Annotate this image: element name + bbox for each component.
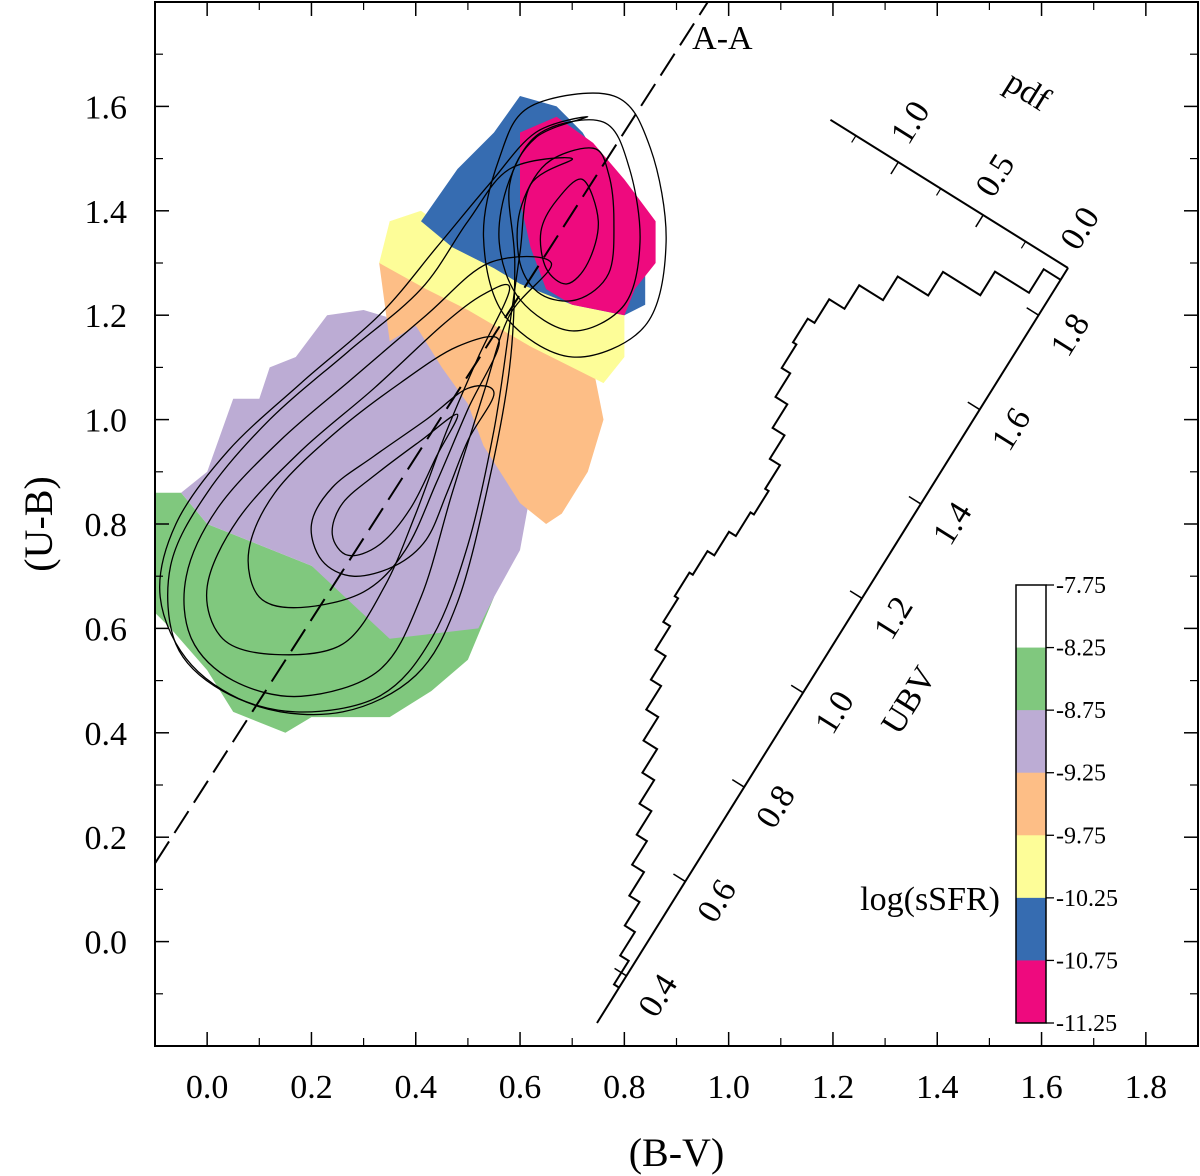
pdf-axis-tick-label: 1.0 — [884, 95, 938, 151]
y-tick-label: 1.4 — [85, 194, 128, 231]
ssfr-regions — [155, 96, 656, 733]
ssfr-region-1 — [155, 492, 494, 733]
x-tick-label: 1.8 — [1125, 1069, 1168, 1106]
colorbar-tick-label: -10.75 — [1056, 948, 1118, 974]
pdf-axis-line — [829, 118, 1069, 269]
pdf-axis-minor-tick — [935, 188, 942, 196]
contour-line-2 — [331, 413, 459, 557]
pdf-axis-tick — [1059, 267, 1069, 281]
histogram-axis-tick — [731, 779, 745, 788]
x-tick-label: 1.4 — [916, 1069, 959, 1106]
contour-line-6 — [167, 157, 573, 713]
histogram-axis-tick-label: 0.6 — [690, 873, 744, 929]
histogram-axis-tick-label: 1.2 — [867, 590, 921, 646]
contour-line-5 — [183, 255, 552, 698]
colorbar-tick-label: -9.75 — [1056, 823, 1106, 849]
colorbar-swatch-7 — [1016, 960, 1046, 1024]
histogram-axis-tick-label: 1.0 — [808, 685, 862, 741]
contour-line-3 — [247, 335, 500, 609]
pdf-axis-tick — [975, 214, 984, 228]
ssfr-region-4 — [379, 210, 625, 384]
y-tick-label: 0.8 — [85, 507, 128, 544]
x-axis-title: (B-V) — [629, 1130, 725, 1175]
reference-line-layer — [155, 2, 709, 864]
reference-line-a-a — [155, 2, 709, 864]
colorbar-tick-label: -7.75 — [1056, 573, 1106, 599]
colorbar-frame — [1015, 584, 1047, 1024]
histogram-axis-tick-label: 1.4 — [926, 496, 980, 552]
histogram-axis-tick-label: 1.6 — [985, 402, 1039, 458]
y-tick-label: 1.0 — [85, 403, 128, 440]
x-tick-label: 0.8 — [603, 1069, 646, 1106]
contour-line-8 — [539, 178, 599, 285]
histogram-axis-tick — [614, 967, 627, 977]
x-tick-label: 1.2 — [812, 1069, 855, 1106]
x-tick-label: 1.0 — [707, 1069, 750, 1106]
histogram-axis-tick — [849, 590, 863, 599]
histogram-axis-line — [596, 267, 1069, 1024]
y-axis-title: (U-B) — [16, 476, 61, 572]
colorbar-tick-label: -9.25 — [1056, 761, 1106, 787]
histogram-axis-tick — [908, 495, 922, 505]
colorbar-swatch-3 — [1016, 710, 1046, 774]
histogram-axis-label: UBV — [874, 660, 944, 741]
colorbar-swatch-4 — [1016, 772, 1046, 836]
histogram-axis-tick — [673, 873, 686, 883]
y-tick-label: 1.6 — [85, 89, 128, 126]
reference-line-label: A-A — [692, 20, 753, 57]
ssfr-region-3 — [379, 242, 604, 524]
y-tick-label: 0.0 — [85, 925, 128, 962]
colorbar-swatch-1 — [1016, 585, 1046, 649]
x-tick-label: 1.6 — [1020, 1069, 1063, 1106]
pdf-axis-tick-label: 0.0 — [1053, 201, 1107, 257]
y-tick-label: 0.4 — [85, 716, 128, 753]
colorbar-tick-label: -11.25 — [1056, 1011, 1117, 1037]
colorbar-title: log(sSFR) — [860, 881, 1000, 918]
histogram-staircase — [612, 267, 1062, 989]
colorbar: -7.75 -8.25 -8.75 -9.25 -9.75 -10.25 -10.75 -11… — [1015, 573, 1118, 1037]
histogram-axis-tick-label: 0.4 — [631, 968, 685, 1024]
y-tick-label: 0.2 — [85, 820, 128, 857]
contour-line-4 — [205, 283, 511, 656]
contour-line-11 — [482, 92, 667, 358]
x-tick-label: 0.0 — [186, 1069, 229, 1106]
colorbar-tick-label: -8.75 — [1056, 698, 1106, 724]
y-tick-label: 0.6 — [85, 611, 128, 648]
ssfr-region-2 — [181, 310, 531, 639]
colorbar-tick-label: -10.25 — [1056, 886, 1118, 912]
colorbar-swatch-5 — [1016, 835, 1046, 899]
colorbar-swatch-2 — [1016, 647, 1046, 711]
pdf-axis-minor-tick — [1020, 241, 1027, 249]
histogram-axis-tick — [967, 401, 981, 411]
x-tick-label: 0.4 — [395, 1069, 438, 1106]
pdf-axis-minor-tick — [851, 135, 857, 143]
contour-line-7 — [159, 116, 589, 716]
histogram-axis-tick-label: 1.8 — [1043, 307, 1097, 363]
colorbar-tick-label: -8.25 — [1056, 636, 1106, 662]
contour-line-1 — [310, 385, 495, 577]
density-contours — [159, 92, 667, 716]
x-tick-label: 0.2 — [290, 1069, 333, 1106]
ssfr-region-6 — [520, 116, 656, 316]
histogram-axis-tick — [790, 684, 804, 694]
colorbar-swatch-6 — [1016, 897, 1046, 961]
histogram-pdf-label: pdf — [999, 63, 1058, 119]
x-tick-label: 0.6 — [499, 1069, 542, 1106]
y-tick-label: 1.2 — [85, 298, 128, 335]
histogram-axis-tick-label: 0.8 — [749, 779, 803, 835]
contour-line-9 — [516, 147, 615, 302]
pdf-axis-tick-label: 0.5 — [968, 148, 1022, 204]
pdf-axis-tick — [890, 161, 899, 175]
histogram-axis-tick — [1026, 307, 1039, 316]
contour-line-10 — [498, 119, 641, 332]
plot-axes: 0.0 0.2 0.4 0.6 0.8 1.0 1.2 1.4 1.6 1.80.00.20.40… — [85, 1, 1199, 1106]
